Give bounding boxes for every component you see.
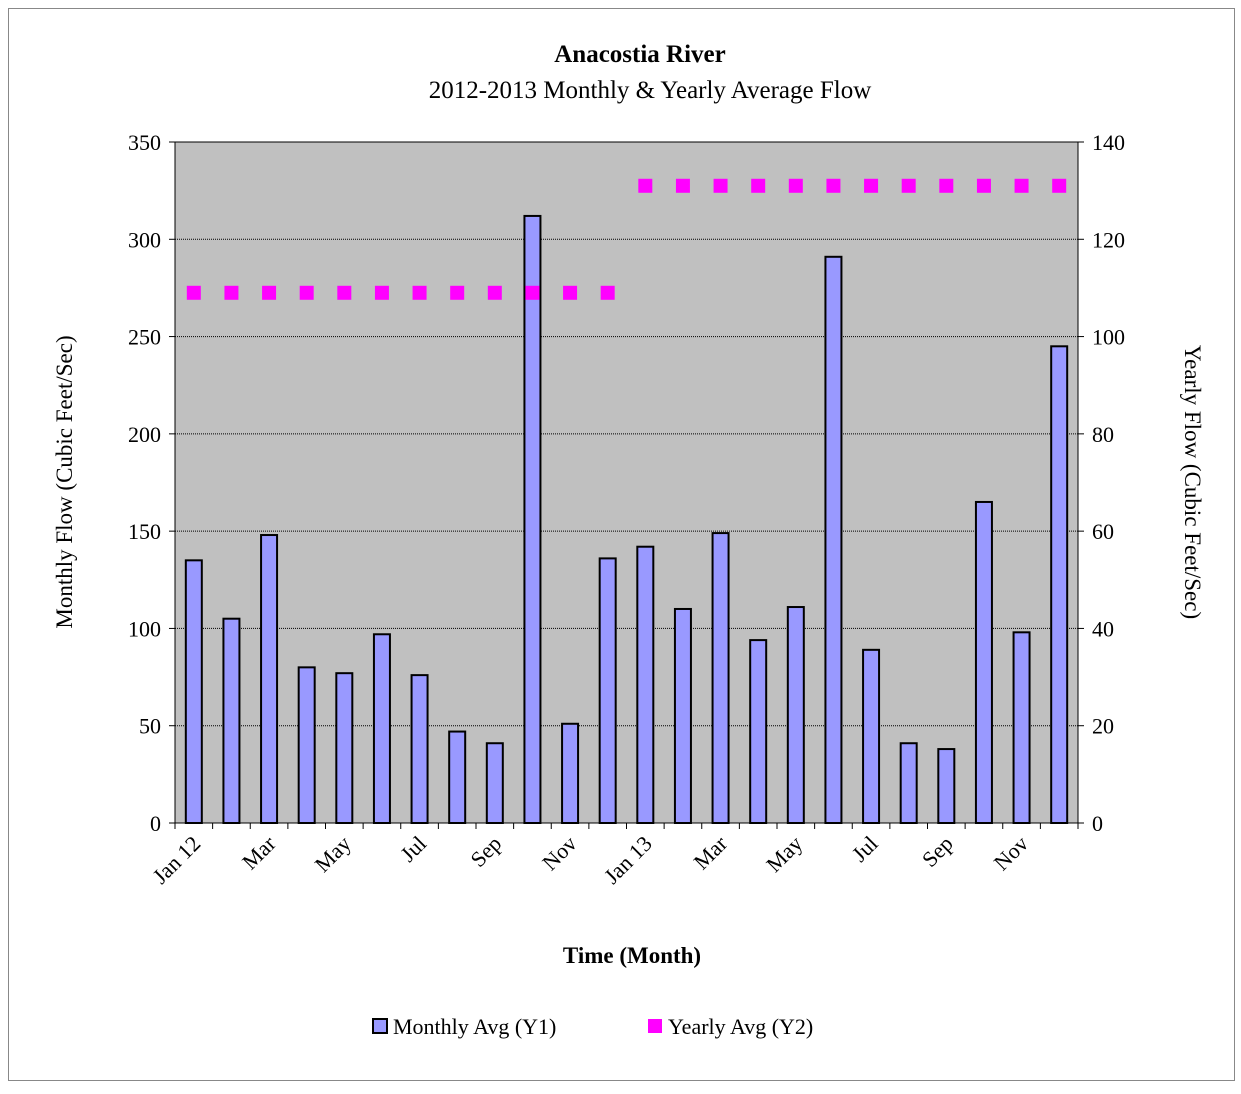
y2-axis-label: Yearly Flow (Cubic Feet/Sec) xyxy=(1180,345,1205,619)
marker xyxy=(1052,178,1067,193)
bar xyxy=(523,214,542,825)
bar xyxy=(749,639,768,824)
y-tick-label: 50 xyxy=(139,714,161,739)
bar xyxy=(711,532,730,824)
bar xyxy=(297,666,316,824)
y2-tick-label: 0 xyxy=(1092,811,1103,836)
marker xyxy=(450,285,465,300)
y2-tick-label: 60 xyxy=(1092,519,1114,544)
y-tick-label: 150 xyxy=(128,519,161,544)
bar xyxy=(598,557,617,825)
bar xyxy=(862,648,881,824)
marker xyxy=(374,285,389,300)
y-tick-label: 0 xyxy=(150,811,161,836)
marker xyxy=(713,178,728,193)
chart-subtitle: 2012-2013 Monthly & Yearly Average Flow xyxy=(429,77,872,104)
marker xyxy=(1014,178,1029,193)
marker xyxy=(412,285,427,300)
bar xyxy=(260,534,279,825)
marker xyxy=(901,178,916,193)
marker xyxy=(299,285,314,300)
bar xyxy=(1012,631,1031,824)
bar xyxy=(184,559,203,824)
marker xyxy=(186,285,201,300)
marker xyxy=(487,285,502,300)
legend-swatch xyxy=(648,1019,662,1033)
y2-tick-label: 140 xyxy=(1092,130,1125,155)
bar xyxy=(485,742,504,824)
marker xyxy=(675,178,690,193)
marker xyxy=(864,178,879,193)
bar xyxy=(410,674,429,825)
chart-title: Anacostia River xyxy=(554,41,726,68)
y-tick-label: 100 xyxy=(128,616,161,641)
bar xyxy=(937,748,956,825)
marker xyxy=(976,178,991,193)
y-tick-label: 250 xyxy=(128,325,161,350)
bar xyxy=(335,672,354,824)
bar xyxy=(636,545,655,824)
bar xyxy=(899,742,918,824)
marker xyxy=(224,285,239,300)
y-axis-label: Monthly Flow (Cubic Feet/Sec) xyxy=(52,335,77,628)
bar xyxy=(974,500,993,824)
y-tick-label: 200 xyxy=(128,422,161,447)
bar xyxy=(448,730,467,825)
bar xyxy=(1050,345,1069,824)
y2-tick-label: 100 xyxy=(1092,325,1125,350)
y2-tick-label: 20 xyxy=(1092,714,1114,739)
legend-swatch xyxy=(372,1018,388,1034)
marker xyxy=(751,178,766,193)
marker xyxy=(788,178,803,193)
y2-tick-label: 40 xyxy=(1092,616,1114,641)
bar xyxy=(824,255,843,825)
marker xyxy=(262,285,277,300)
bar xyxy=(372,633,391,824)
marker xyxy=(600,285,615,300)
y-tick-label: 350 xyxy=(128,130,161,155)
marker xyxy=(563,285,578,300)
marker xyxy=(525,285,540,300)
marker xyxy=(337,285,352,300)
plot-area xyxy=(174,141,1079,824)
marker xyxy=(638,178,653,193)
y2-tick-label: 80 xyxy=(1092,422,1114,447)
y-tick-label: 300 xyxy=(128,227,161,252)
x-axis-label: Time (Month) xyxy=(563,943,701,968)
y2-tick-label: 120 xyxy=(1092,227,1125,252)
bar xyxy=(222,617,241,825)
bar xyxy=(673,607,692,824)
bar xyxy=(786,606,805,824)
bar xyxy=(561,722,580,824)
legend-label: Yearly Avg (Y2) xyxy=(668,1014,813,1039)
marker xyxy=(826,178,841,193)
legend-label: Monthly Avg (Y1) xyxy=(393,1014,556,1039)
marker xyxy=(939,178,954,193)
